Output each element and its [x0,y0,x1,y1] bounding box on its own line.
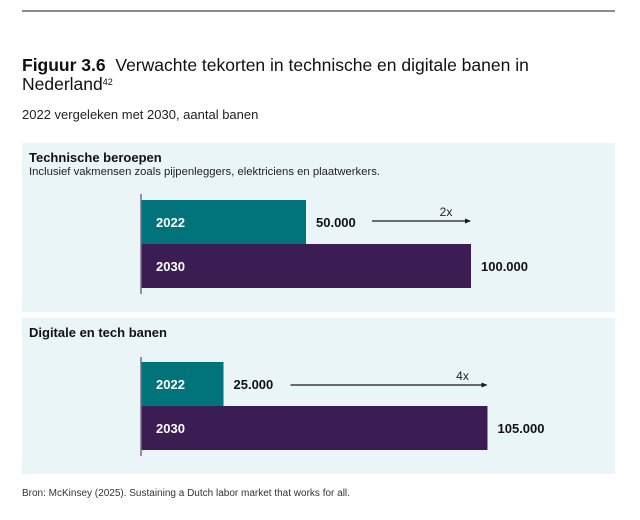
top-rule [22,10,615,12]
source-note: Bron: McKinsey (2025). Sustaining a Dutc… [22,488,350,499]
bar-2022 [141,200,306,244]
figure-title: Figuur 3.6 Verwachte tekorten in technis… [22,56,582,94]
bar-value-label: 50.000 [316,215,356,230]
bar-value-label: 105.000 [498,421,545,436]
panel-technische-beroepen: Technische beroepen Inclusief vakmensen … [22,143,615,312]
bar-2030 [141,244,471,288]
bar-value-label: 25.000 [234,377,274,392]
bar-2022 [141,362,224,406]
figure-label: Figuur 3.6 [22,55,106,75]
panel-title: Technische beroepen [29,150,162,165]
figure-subtitle: 2022 vergeleken met 2030, aantal banen [22,107,259,122]
bar-chart-technische-beroepen: 2022 50.000 2030 100.000 2x [140,194,528,294]
bar-value-label: 100.000 [481,259,528,274]
panel-title: Digitale en tech banen [29,325,167,340]
bar-category-label: 2022 [156,377,185,392]
panel-digitale-tech-banen: Digitale en tech banen 2022 25.000 2030 105… [22,318,615,474]
bar-category-label: 2030 [156,259,185,274]
figure-title-text: Verwachte tekorten in technische en digi… [22,55,529,94]
panel-description: Inclusief vakmensen zoals pijpenleggers,… [29,166,381,178]
bar-category-label: 2022 [156,215,185,230]
growth-annotation: 4x [456,369,469,383]
bar-chart-digitale-tech-banen: 2022 25.000 2030 105.000 4x [140,357,545,456]
bar-2030 [141,406,488,450]
growth-annotation: 2x [440,205,453,219]
bar-category-label: 2030 [156,421,185,436]
footnote-ref: 42 [102,77,113,87]
